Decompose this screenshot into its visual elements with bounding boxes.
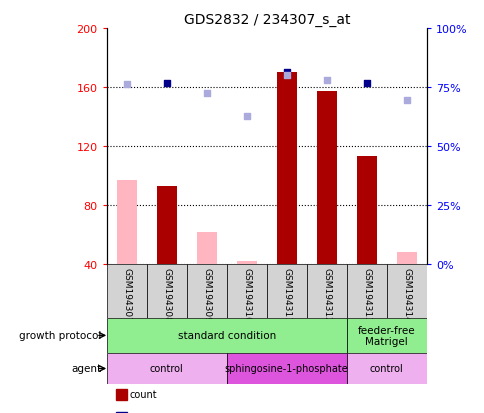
Point [282,73,290,79]
Bar [106,318,346,353]
Text: GSM194312: GSM194312 [321,267,331,322]
Bar [236,261,256,264]
Bar [316,92,336,264]
Text: GSM194311: GSM194311 [282,267,291,322]
Point [242,114,250,121]
Bar [386,264,426,318]
Bar [226,353,346,384]
Bar [186,264,226,318]
Point [322,77,330,84]
Bar [226,264,266,318]
Bar [346,353,426,384]
Bar [276,73,296,264]
Bar [356,157,376,264]
Bar [266,264,306,318]
Text: GSM194310: GSM194310 [242,267,251,322]
Bar [306,264,346,318]
Text: GSM194314: GSM194314 [401,267,410,322]
Text: feeder-free
Matrigel: feeder-free Matrigel [357,325,415,347]
Text: percentile rank within the sample: percentile rank within the sample [130,412,294,413]
Bar [346,318,426,353]
Text: growth protocol: growth protocol [19,330,102,341]
Bar [146,264,186,318]
Point [402,98,410,104]
Title: GDS2832 / 234307_s_at: GDS2832 / 234307_s_at [183,12,349,26]
Text: GSM194313: GSM194313 [362,267,371,322]
Bar [346,264,386,318]
Text: GSM194309: GSM194309 [202,267,211,322]
Text: control: control [369,363,403,374]
Text: control: control [150,363,183,374]
Bar [117,180,136,264]
Text: GSM194308: GSM194308 [162,267,171,322]
Bar [106,264,146,318]
Text: count: count [130,389,157,399]
Bar [156,186,176,264]
Point [202,90,210,97]
Point [362,80,370,87]
Bar [106,353,226,384]
Text: GSM194307: GSM194307 [122,267,131,322]
Text: sphingosine-1-phosphate: sphingosine-1-phosphate [225,363,348,374]
Point [163,80,170,87]
Bar [197,232,216,264]
Point [282,70,290,76]
Text: standard condition: standard condition [177,330,275,341]
Point [122,81,130,88]
Bar [396,253,416,264]
Text: agent: agent [72,363,102,374]
